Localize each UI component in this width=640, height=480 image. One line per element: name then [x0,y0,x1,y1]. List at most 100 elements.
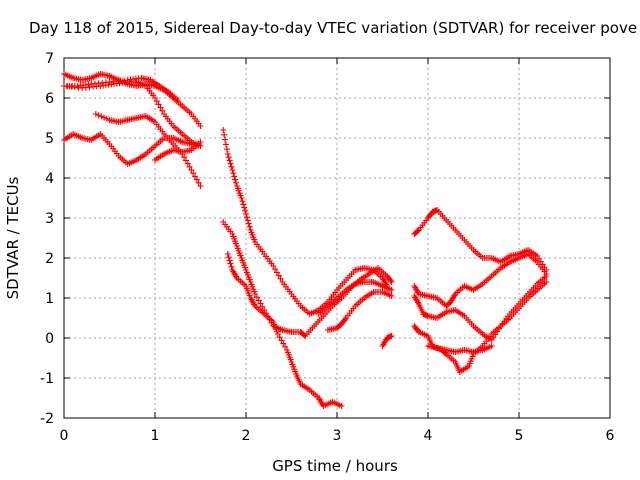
data-point [221,131,228,138]
data-point [273,269,280,276]
data-point [222,136,229,143]
data-point [242,207,249,214]
data-point [388,279,395,285]
y-tick-label: 5 [45,131,54,147]
data-point [240,201,247,208]
data-point [278,337,285,344]
x-tick-label: 2 [242,428,251,444]
series-10 [324,289,395,333]
data-point [543,279,550,285]
data-point [197,123,204,129]
series-4 [61,131,204,167]
data-point [101,114,108,121]
data-point [224,151,231,157]
data-point [222,141,229,148]
data-point [193,176,200,183]
data-point [231,173,238,180]
data-point [543,273,550,279]
data-point [190,170,197,177]
data-point [244,217,251,224]
x-axis-label: GPS time / hours [272,457,398,475]
x-tick-label: 6 [606,428,615,444]
data-point [342,316,349,323]
data-point [230,170,237,177]
data-marks [61,71,550,409]
data-point [388,293,395,299]
data-point [223,146,230,153]
data-point [252,291,259,297]
chart-title: Day 118 of 2015, Sidereal Day-to-day VTE… [29,19,637,37]
series-14 [411,251,550,309]
data-point [274,331,281,337]
data-point [414,227,421,234]
x-tick-label: 5 [515,428,524,444]
data-point [197,183,204,189]
data-point [98,113,105,120]
data-point [388,333,395,339]
x-tick-label: 1 [151,428,160,444]
data-point [257,300,264,307]
data-point [197,139,204,145]
data-point [243,211,249,217]
data-point [241,204,248,211]
series-12 [379,333,395,349]
series-6 [152,139,204,163]
data-point [253,294,260,301]
data-point [238,195,245,201]
data-point [153,98,160,105]
data-point [276,334,283,341]
y-tick-label: 4 [45,171,54,187]
x-tick-label: 0 [60,428,69,444]
data-point [181,154,188,161]
data-point [95,112,102,119]
data-point [272,266,279,273]
data-point [277,275,284,282]
data-point [387,277,394,284]
data-point [195,179,202,186]
data-point [228,263,235,270]
data-point [280,340,287,347]
data-point [229,167,236,173]
data-point [301,332,308,339]
data-point [239,198,246,205]
data-point [226,157,233,164]
data-point [182,157,189,164]
data-point [225,154,232,161]
data-point [155,101,162,108]
data-point [92,111,99,117]
data-point [174,97,181,103]
series-9 [224,251,345,409]
data-point [246,223,253,230]
y-tick-label: 0 [45,331,54,347]
y-tick-label: 1 [45,291,54,307]
data-point [228,163,235,170]
data-point [227,260,234,267]
data-point [232,176,239,183]
data-point [186,163,193,170]
data-point [220,127,227,133]
data-point [255,297,262,304]
series-11 [315,279,395,317]
x-tick-label: 3 [333,428,342,444]
data-point [243,214,250,221]
data-point [226,257,233,264]
y-tick-label: -2 [40,411,54,427]
series-17 [425,343,495,355]
axis-ticks: 0 1 2 3 4 5 6 -2 -1 0 1 2 3 4 5 6 7 [40,51,615,444]
data-point [275,272,282,279]
data-point [270,263,277,269]
x-tick-label: 4 [424,428,433,444]
data-point [152,95,158,101]
data-point [388,287,395,293]
data-point [225,254,232,261]
data-point [192,173,199,180]
data-point [188,167,195,173]
data-point [224,251,231,257]
y-tick-label: 6 [45,91,54,107]
data-point [184,160,191,167]
y-tick-label: -1 [40,371,54,387]
series-13 [411,207,550,273]
data-point [103,115,110,122]
data-point [159,107,166,114]
